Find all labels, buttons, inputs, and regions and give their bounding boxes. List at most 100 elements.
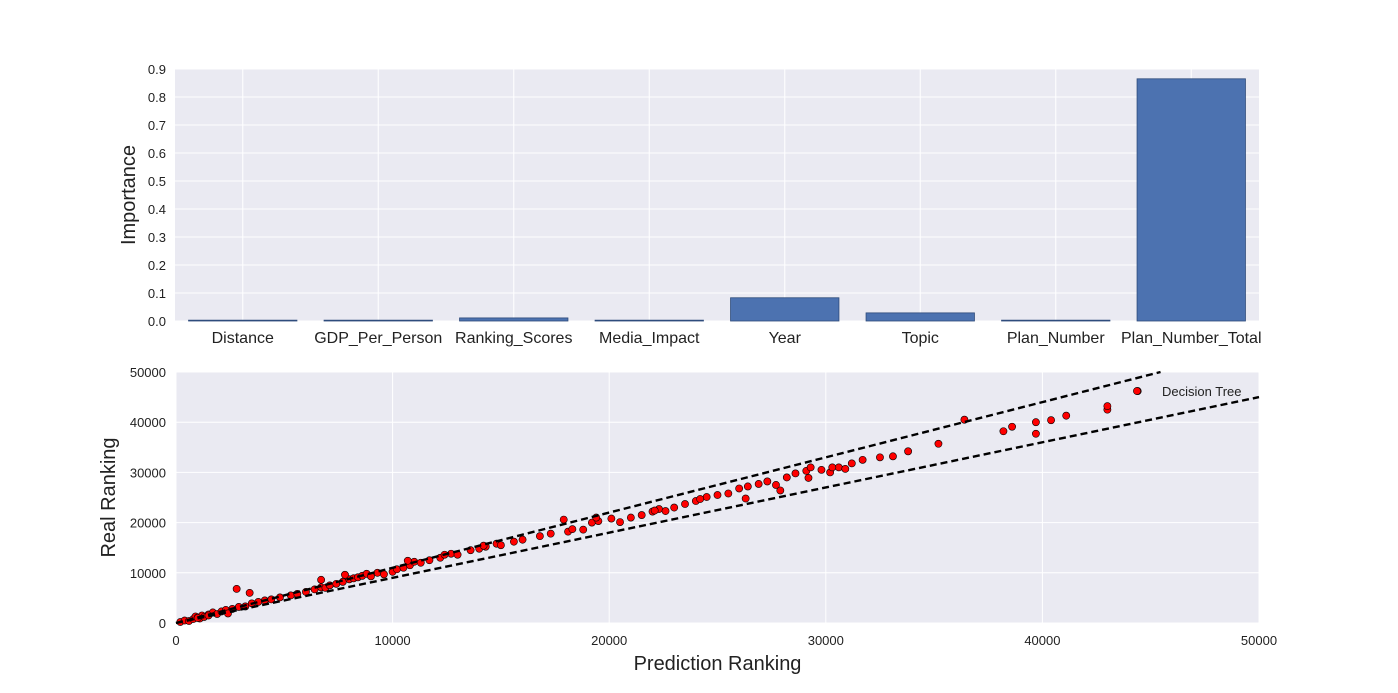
scatter-point: [776, 486, 785, 495]
scatter-y-tick-label: 50000: [130, 365, 166, 380]
scatter-point: [661, 507, 670, 515]
scatter-x-tick-label: 40000: [1024, 633, 1060, 648]
bar-x-tick-label: Topic: [902, 330, 939, 347]
scatter-point: [245, 588, 254, 597]
ranking-scatter-chart: 0 10000 20000 30000 40000 50000 0 10000 20000 30…: [98, 365, 1277, 675]
scatter-y-tick-label: 0: [159, 616, 166, 631]
reference-line: [175, 370, 1161, 625]
importance-bar-chart: 0.0 0.1 0.2 0.3 0.4 0.5 0.6 0.7 0.8 0.9 Distance G…: [118, 62, 1262, 347]
bar-y-tick-label: 0.8: [148, 90, 166, 105]
scatter-point: [568, 525, 577, 534]
bar: [594, 319, 704, 322]
bar-y-tick-label: 0.0: [148, 314, 166, 329]
bar: [865, 312, 975, 322]
bar-y-tick-label: 0.9: [148, 62, 166, 77]
bar-y-axis-label: Importance: [118, 145, 140, 245]
scatter-y-tick-label: 20000: [130, 516, 166, 531]
scatter-y-tick-label: 10000: [130, 566, 166, 581]
scatter-point: [828, 463, 837, 472]
scatter-point: [696, 495, 705, 503]
scatter-point: [579, 525, 588, 534]
scatter-point: [518, 535, 527, 544]
bar-x-tick-label: Plan_Number: [1007, 330, 1106, 347]
scatter-y-tick-label: 30000: [130, 465, 166, 480]
legend-label: Decision Tree: [1162, 384, 1241, 399]
scatter-point: [1062, 411, 1071, 420]
scatter-y-axis-label: Real Ranking: [98, 437, 120, 557]
bar-x-tick-label: Distance: [212, 330, 274, 347]
scatter-point: [743, 482, 752, 491]
bar-y-tick-label: 0.3: [148, 230, 166, 245]
scatter-point: [791, 469, 800, 478]
scatter-point: [876, 453, 884, 462]
bar-y-ticks: 0.0 0.1 0.2 0.3 0.4 0.5 0.6 0.7 0.8 0.9: [148, 62, 166, 329]
scatter-point: [763, 477, 772, 486]
bar: [323, 319, 433, 322]
bar-y-tick-label: 0.1: [148, 286, 166, 301]
bar-y-tick-label: 0.6: [148, 146, 166, 161]
bar-plot-background: [175, 69, 1259, 321]
bar-y-tick-label: 0.5: [148, 174, 166, 189]
scatter-point: [724, 489, 733, 498]
scatter-point: [341, 570, 349, 579]
scatter-point: [889, 452, 897, 461]
scatter-x-tick-label: 0: [172, 633, 179, 648]
bar-y-tick-label: 0.2: [148, 258, 166, 273]
scatter-point: [702, 493, 711, 501]
scatter-grid: [175, 371, 1260, 624]
scatter-point: [626, 513, 635, 522]
scatter-point: [934, 439, 943, 448]
scatter-point: [681, 500, 689, 508]
scatter-point: [317, 575, 326, 584]
scatter-point: [999, 427, 1008, 436]
bar-x-tick-label: Year: [769, 330, 802, 347]
scatter-x-tick-label: 30000: [808, 633, 844, 648]
scatter-point: [713, 491, 722, 499]
scatter-point: [804, 474, 813, 482]
bar-y-tick-label: 0.7: [148, 118, 166, 133]
scatter-point: [754, 480, 763, 488]
scatter-point: [1008, 422, 1016, 431]
bar: [188, 319, 298, 322]
scatter-point: [607, 514, 616, 523]
scatter-point: [509, 537, 518, 546]
scatter-point: [1047, 416, 1055, 425]
scatter-point: [616, 518, 624, 526]
bar-x-ticks: Distance GDP_Per_Person Ranking_Scores Medi…: [212, 330, 1262, 347]
legend-marker: [1133, 387, 1141, 395]
scatter-point: [847, 459, 856, 468]
scatter-point: [1032, 429, 1040, 438]
scatter-point: [535, 532, 544, 541]
scatter-point: [834, 463, 843, 472]
scatter-point: [1103, 402, 1112, 411]
scatter-point: [741, 494, 750, 503]
bar-x-tick-label: Media_Impact: [599, 330, 700, 347]
bar-x-tick-label: GDP_Per_Person: [314, 330, 442, 347]
scatter-point: [772, 481, 780, 489]
scatter-point: [858, 455, 867, 464]
scatter-x-tick-label: 10000: [375, 633, 411, 648]
scatter-point: [735, 484, 744, 493]
scatter-point: [637, 511, 646, 519]
scatter-x-tick-label: 20000: [591, 633, 627, 648]
bar: [459, 317, 569, 322]
bar: [730, 297, 840, 322]
scatter-point: [670, 503, 679, 512]
bar-x-tick-label: Plan_Number_Total: [1121, 330, 1262, 347]
bar: [1136, 78, 1246, 322]
scatter-legend: Decision Tree: [1133, 384, 1241, 399]
scatter-point: [650, 506, 659, 515]
scatter-point: [232, 584, 241, 593]
scatter-point: [806, 463, 815, 472]
scatter-y-tick-label: 40000: [130, 415, 166, 430]
scatter-point: [817, 465, 826, 474]
bar-y-tick-label: 0.4: [148, 202, 166, 217]
scatter-point: [841, 464, 850, 473]
bar-x-tick-label: Ranking_Scores: [455, 330, 572, 347]
scatter-point: [1032, 418, 1040, 427]
scatter-x-axis-label: Prediction Ranking: [634, 653, 802, 675]
bar-marks: [188, 78, 1246, 322]
scatter-point: [546, 529, 555, 538]
bar: [1001, 319, 1111, 322]
